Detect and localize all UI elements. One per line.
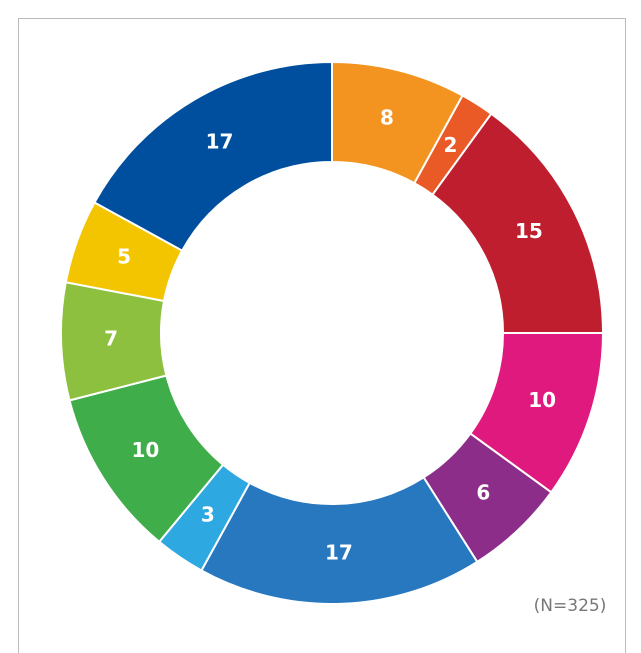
slice — [200, 476, 479, 605]
slice-label: 8 — [380, 105, 394, 129]
annotation: (N=325) — [534, 596, 607, 616]
slice-label: 10 — [528, 388, 556, 412]
frame — [18, 18, 626, 653]
slice-label: 7 — [104, 326, 118, 350]
slice-label: 3 — [201, 502, 215, 526]
slices: 8 2 15 10 6 17 3 10 7 5 17 — [60, 60, 605, 605]
slice-label: 15 — [515, 219, 543, 243]
slice-label: 6 — [476, 481, 490, 505]
slice-label: 17 — [325, 540, 353, 564]
slice — [93, 60, 333, 252]
slice-label: 2 — [443, 133, 457, 157]
slice-label: 5 — [117, 245, 131, 269]
slice-label: 10 — [131, 438, 159, 462]
slice-label: 17 — [206, 129, 234, 153]
